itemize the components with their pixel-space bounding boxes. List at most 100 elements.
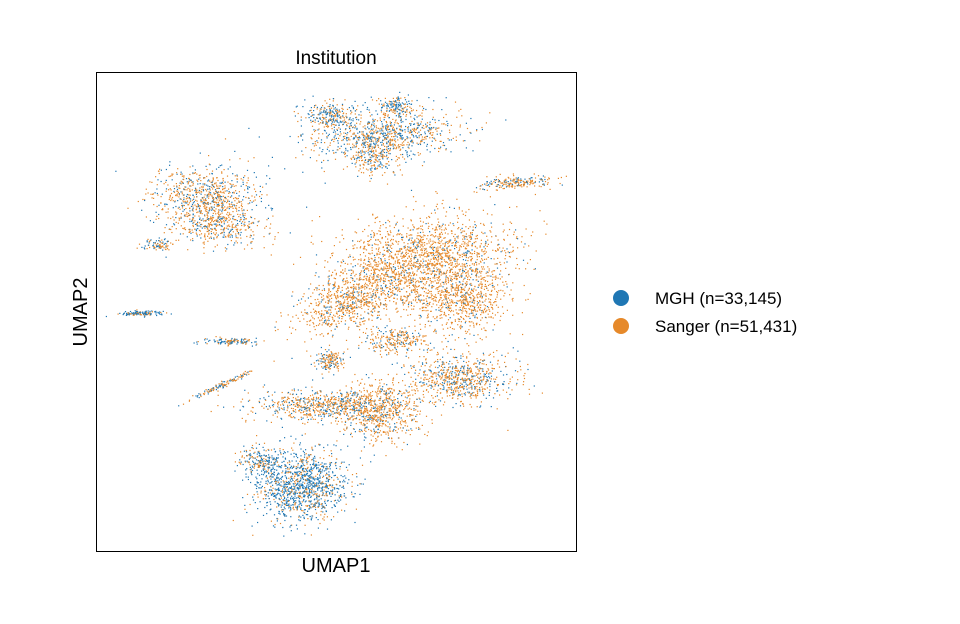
cell-point — [392, 145, 394, 147]
cell-point — [223, 220, 225, 222]
cell-point — [411, 100, 413, 102]
cell-point — [358, 119, 360, 121]
cell-point — [410, 304, 412, 307]
cell-point — [360, 117, 362, 119]
cell-point — [325, 125, 327, 127]
cell-point — [302, 133, 304, 135]
cell-point — [400, 316, 402, 318]
cell-point — [458, 254, 460, 256]
cell-point — [433, 295, 435, 298]
cell-point — [244, 218, 246, 220]
cell-point — [411, 145, 413, 147]
cell-point — [416, 122, 418, 124]
cell-point — [431, 294, 433, 296]
cell-point — [413, 263, 415, 265]
cell-point — [255, 194, 258, 196]
cell-point — [486, 189, 488, 191]
cell-point — [362, 267, 364, 269]
cell-point — [355, 166, 357, 168]
cell-point — [374, 139, 377, 141]
cell-point — [434, 119, 436, 121]
cell-point — [379, 263, 381, 265]
cell-point — [221, 181, 223, 183]
cell-point — [397, 97, 399, 99]
cell-point — [454, 288, 456, 290]
cell-point — [384, 254, 386, 256]
cell-point — [392, 97, 394, 99]
cell-point — [353, 316, 355, 318]
cell-point — [382, 149, 384, 151]
cell-point — [328, 301, 330, 303]
cell-point — [436, 250, 439, 252]
cell-point — [169, 175, 172, 177]
cell-point — [322, 133, 324, 135]
cell-point — [401, 174, 403, 176]
cell-point — [420, 225, 422, 227]
cell-point — [348, 305, 350, 307]
cell-point — [217, 216, 219, 218]
cell-point — [440, 255, 442, 257]
cell-point — [181, 181, 183, 184]
cell-point — [360, 171, 363, 174]
cell-point — [253, 222, 255, 224]
cell-point — [154, 242, 156, 244]
cell-point — [367, 122, 369, 124]
cell-point — [411, 128, 413, 130]
cell-point — [191, 181, 193, 183]
cell-point — [177, 207, 179, 209]
cell-point — [358, 287, 360, 289]
cell-point — [202, 218, 204, 220]
cell-point — [511, 185, 513, 187]
cell-point — [408, 279, 410, 281]
cell-point — [337, 146, 339, 148]
cell-point — [232, 216, 234, 218]
cell-point — [294, 115, 296, 117]
cell-point — [379, 148, 381, 150]
cell-point — [421, 115, 423, 117]
cell-point — [405, 281, 407, 283]
cell-point — [356, 247, 358, 249]
cell-point — [324, 117, 326, 119]
cell-point — [368, 240, 371, 242]
cell-point — [417, 280, 419, 282]
cell-point — [349, 254, 351, 256]
cell-point — [522, 259, 525, 261]
cell-point — [353, 286, 355, 288]
cell-point — [511, 180, 513, 182]
cell-point — [237, 197, 239, 200]
cell-point — [375, 262, 377, 264]
cell-point — [390, 267, 392, 269]
cell-point — [369, 281, 372, 284]
cell-point — [147, 192, 149, 194]
cell-point — [179, 198, 181, 200]
cell-point — [237, 213, 239, 215]
cell-point — [452, 266, 454, 268]
cell-point — [254, 196, 256, 198]
cell-point — [467, 244, 469, 246]
cell-point — [163, 243, 165, 245]
cell-point — [421, 140, 423, 142]
cell-point — [196, 223, 198, 225]
cell-point — [223, 230, 225, 232]
cell-point — [347, 301, 349, 303]
cell-point — [334, 278, 337, 280]
cell-point — [226, 227, 228, 229]
cell-point — [366, 138, 369, 140]
cell-point — [410, 189, 413, 191]
cell-point — [423, 138, 425, 141]
cell-point — [344, 299, 346, 301]
cell-point — [427, 262, 429, 264]
cell-point — [374, 158, 376, 160]
cell-point — [385, 273, 387, 275]
cell-point — [408, 143, 410, 145]
cell-point — [363, 320, 365, 322]
cell-point — [344, 99, 346, 101]
cell-point — [459, 245, 461, 247]
cell-point — [404, 139, 406, 141]
cell-point — [352, 106, 354, 108]
cell-point — [478, 252, 480, 254]
cell-point — [402, 137, 404, 139]
cell-point — [389, 153, 391, 155]
cell-point — [212, 221, 215, 223]
cell-point — [348, 118, 351, 120]
